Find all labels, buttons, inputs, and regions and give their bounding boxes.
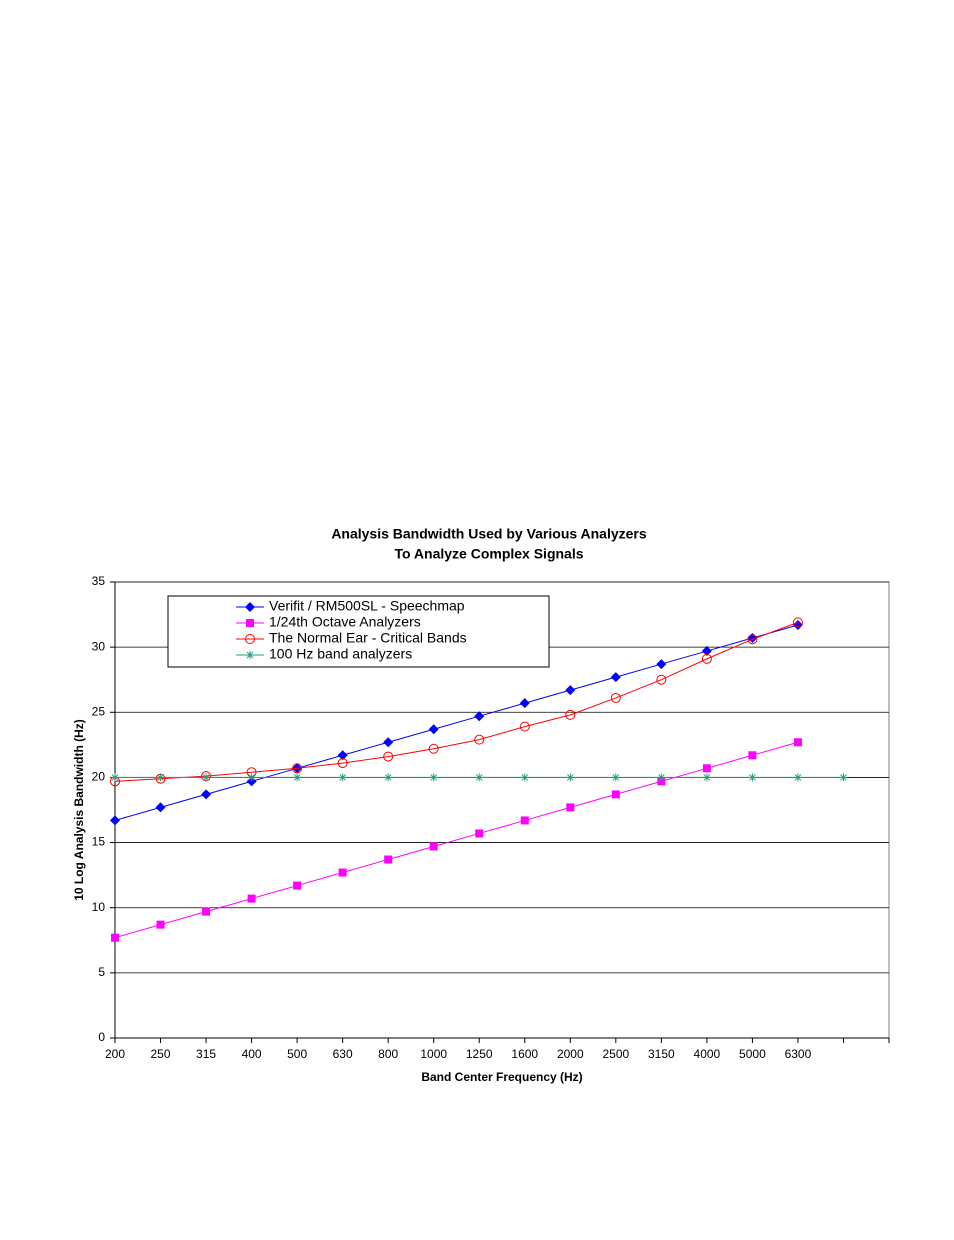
x-tick-label: 400	[242, 1047, 262, 1061]
marker	[111, 933, 119, 942]
x-tick-label: 250	[151, 1047, 171, 1061]
y-tick-label: 35	[92, 574, 106, 588]
marker	[611, 790, 620, 799]
marker	[748, 751, 757, 760]
marker	[520, 773, 529, 782]
y-tick-label: 0	[98, 1030, 105, 1044]
marker	[156, 773, 165, 782]
marker	[565, 709, 576, 720]
marker	[748, 773, 757, 782]
marker	[338, 773, 347, 782]
y-tick-label: 15	[92, 835, 106, 849]
marker	[383, 737, 394, 748]
marker	[383, 751, 394, 762]
marker	[611, 773, 620, 782]
marker	[747, 634, 758, 645]
marker	[247, 894, 256, 903]
marker	[475, 773, 484, 782]
marker	[156, 920, 165, 929]
chart-title: To Analyze Complex Signals	[394, 546, 583, 562]
marker	[201, 789, 212, 800]
marker	[656, 674, 667, 685]
x-tick-label: 2000	[557, 1047, 584, 1061]
x-tick-label: 4000	[694, 1047, 721, 1061]
marker	[792, 619, 803, 630]
marker	[246, 651, 254, 659]
marker	[202, 773, 211, 782]
y-tick-label: 10	[92, 900, 106, 914]
legend-label: 1/24th Octave Analyzers	[269, 614, 421, 630]
marker	[702, 764, 711, 773]
marker	[202, 907, 211, 916]
marker	[793, 773, 802, 782]
y-tick-label: 30	[92, 639, 106, 653]
y-axis-label: 10 Log Analysis Bandwidth (Hz)	[72, 719, 86, 901]
marker	[701, 653, 712, 664]
x-tick-label: 5000	[739, 1047, 766, 1061]
marker	[384, 855, 393, 864]
marker	[338, 868, 347, 877]
marker	[792, 617, 803, 628]
marker	[429, 773, 438, 782]
marker	[429, 842, 438, 851]
marker	[155, 802, 166, 813]
marker	[111, 773, 119, 782]
marker	[245, 602, 255, 612]
chart-title: Analysis Bandwidth Used by Various Analy…	[331, 526, 647, 542]
x-tick-label: 800	[378, 1047, 398, 1061]
x-tick-label: 3150	[648, 1047, 675, 1061]
marker	[474, 711, 485, 722]
series-line	[114, 624, 799, 821]
marker	[657, 773, 666, 782]
marker	[610, 692, 621, 703]
marker	[246, 619, 254, 627]
x-tick-label: 1250	[466, 1047, 493, 1061]
x-tick-label: 630	[333, 1047, 353, 1061]
marker	[337, 758, 348, 769]
marker	[793, 738, 802, 747]
legend-box	[167, 595, 550, 668]
series-line	[114, 621, 799, 782]
marker	[292, 763, 303, 774]
x-tick-label: 2500	[602, 1047, 629, 1061]
marker	[519, 698, 530, 709]
marker	[656, 659, 667, 670]
series-line	[114, 741, 799, 939]
legend-label: The Normal Ear - Critical Bands	[269, 630, 467, 646]
marker	[475, 829, 484, 838]
x-tick-label: 200	[105, 1047, 125, 1061]
marker	[839, 773, 848, 782]
marker	[293, 773, 302, 782]
marker	[701, 646, 712, 657]
x-axis-label: Band Center Frequency (Hz)	[421, 1070, 582, 1084]
y-tick-label: 25	[92, 704, 106, 718]
marker	[520, 816, 529, 825]
marker	[519, 721, 530, 732]
x-tick-label: 315	[196, 1047, 216, 1061]
x-tick-label: 1000	[420, 1047, 447, 1061]
legend-label: Verifit / RM500SL - Speechmap	[269, 598, 465, 614]
x-tick-label: 500	[287, 1047, 307, 1061]
marker	[474, 734, 485, 745]
marker	[428, 724, 439, 735]
marker	[702, 773, 711, 782]
marker	[565, 685, 576, 696]
y-tick-label: 20	[92, 770, 106, 784]
marker	[337, 750, 348, 761]
marker	[247, 773, 256, 782]
marker	[566, 773, 575, 782]
marker	[566, 803, 575, 812]
marker	[384, 773, 393, 782]
x-tick-label: 1600	[511, 1047, 538, 1061]
marker	[610, 672, 621, 683]
y-tick-label: 5	[98, 965, 105, 979]
legend-label: 100 Hz band analyzers	[269, 646, 412, 662]
marker	[293, 881, 302, 890]
marker	[245, 634, 255, 644]
x-tick-label: 6300	[785, 1047, 812, 1061]
marker	[110, 815, 120, 826]
marker	[428, 743, 439, 754]
